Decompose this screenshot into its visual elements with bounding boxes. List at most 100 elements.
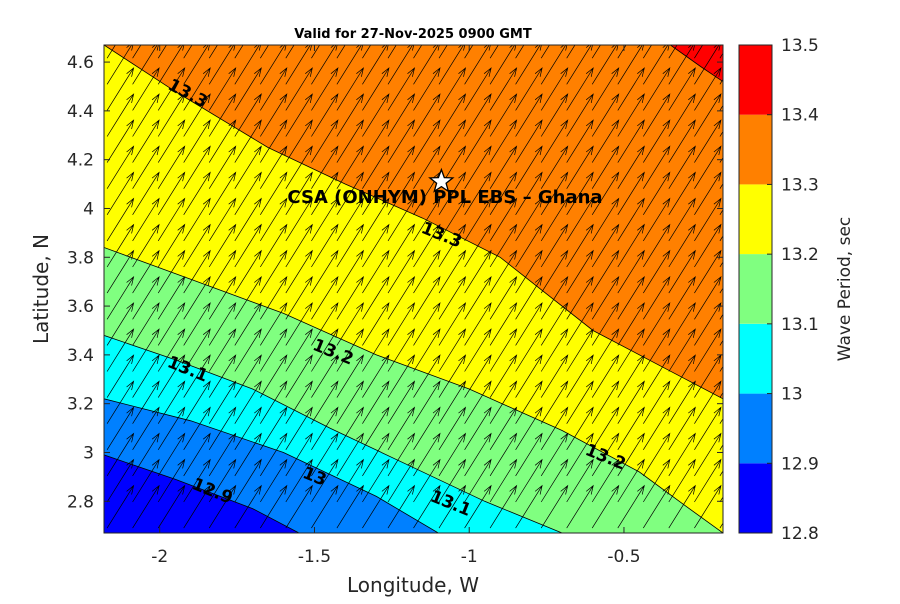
wave-arrow xyxy=(438,484,467,529)
wave-arrow xyxy=(208,328,237,372)
wave-arrow xyxy=(489,380,518,424)
wave-arrow xyxy=(515,119,543,163)
wave-arrow xyxy=(362,275,390,320)
wave-arrow xyxy=(643,223,671,268)
wave-arrow xyxy=(234,406,262,450)
wave-arrow xyxy=(336,249,364,294)
wave-arrow xyxy=(617,249,645,294)
wave-arrow xyxy=(694,249,722,294)
wave-arrow xyxy=(566,432,594,477)
wave-arrow xyxy=(668,275,696,320)
wave-arrow xyxy=(387,406,416,450)
wave-arrow xyxy=(106,380,135,424)
wave-arrow xyxy=(617,119,645,163)
wave-arrow xyxy=(566,275,594,320)
wave-arrow xyxy=(591,145,620,189)
wave-arrow xyxy=(643,275,671,320)
wave-arrow xyxy=(285,145,313,189)
wave-arrow xyxy=(464,45,491,85)
wave-arrow xyxy=(132,458,160,503)
wave-arrow xyxy=(591,171,620,215)
wave-arrow xyxy=(183,354,211,398)
y-tick-label: 3.8 xyxy=(67,248,94,268)
wave-arrow xyxy=(515,145,543,189)
wave-arrow xyxy=(106,119,135,163)
wave-arrow xyxy=(668,249,696,294)
wave-arrow xyxy=(132,171,160,215)
wave-arrow xyxy=(540,171,569,215)
wave-arrow xyxy=(285,328,313,372)
wave-arrow xyxy=(336,45,364,85)
wave-arrow xyxy=(106,45,134,85)
wave-arrow xyxy=(208,197,237,242)
wave-arrow xyxy=(183,171,211,215)
wave-arrow xyxy=(668,197,696,242)
wave-arrow xyxy=(311,223,339,268)
wave-arrow xyxy=(566,93,594,137)
wave-arrow xyxy=(336,171,364,215)
x-tick-label: -2 xyxy=(151,547,168,567)
wave-arrow xyxy=(260,171,288,215)
wave-arrow xyxy=(464,275,492,320)
wave-arrow xyxy=(489,45,499,59)
wave-arrow xyxy=(387,275,416,320)
wave-arrow xyxy=(285,458,313,503)
wave-arrow xyxy=(285,302,313,346)
star-icon xyxy=(428,167,455,193)
wave-arrow xyxy=(311,458,339,503)
wave-arrow xyxy=(413,119,441,163)
wave-arrow xyxy=(489,223,518,268)
wave-arrow xyxy=(285,484,313,529)
wave-arrow xyxy=(643,119,671,163)
wave-arrow xyxy=(285,406,313,450)
wave-arrow xyxy=(413,45,423,59)
wave-arrow xyxy=(515,380,543,424)
wave-arrow xyxy=(694,302,722,346)
wave-arrow xyxy=(106,223,135,268)
wave-arrow xyxy=(464,380,492,424)
wave-arrow xyxy=(311,406,339,450)
wave-arrow xyxy=(515,197,543,242)
wave-arrow xyxy=(694,45,721,85)
wave-arrow xyxy=(591,119,620,163)
wave-arrow xyxy=(566,328,594,372)
wave-arrow xyxy=(515,432,543,477)
wave-arrow xyxy=(336,119,364,163)
wave-arrow xyxy=(311,145,339,189)
wave-arrow xyxy=(668,380,696,424)
wave-arrow xyxy=(336,354,364,398)
contour-fills xyxy=(104,45,723,533)
wave-arrow xyxy=(285,249,313,294)
wave-arrow xyxy=(489,119,518,163)
y-tick-label: 3.6 xyxy=(67,297,94,317)
wave-arrow xyxy=(208,406,237,450)
wave-arrow xyxy=(413,380,441,424)
wave-arrow xyxy=(643,197,671,242)
wave-arrow xyxy=(668,45,695,85)
wave-arrow xyxy=(540,45,550,59)
wave-arrow xyxy=(132,406,160,450)
wave-arrow xyxy=(591,67,620,111)
wave-arrow xyxy=(540,145,569,189)
wave-arrow xyxy=(668,171,696,215)
x-axis: -2 -1.5 -1 -0.5 xyxy=(151,45,641,567)
colorbar-band xyxy=(739,393,772,464)
wave-arrow xyxy=(336,458,364,503)
wave-arrow xyxy=(311,302,339,346)
wave-arrow xyxy=(336,302,364,346)
wave-arrow xyxy=(643,145,671,189)
wave-arrow xyxy=(208,302,237,346)
wave-arrow xyxy=(438,171,467,215)
wave-arrow xyxy=(694,197,722,242)
wave-arrow xyxy=(643,67,671,111)
wave-arrow xyxy=(643,380,671,424)
wave-arrow xyxy=(643,484,671,529)
wave-arrow xyxy=(464,354,492,398)
wave-arrow xyxy=(694,119,722,163)
wave-arrow xyxy=(438,249,467,294)
wave-arrow xyxy=(540,93,569,137)
wave-arrow xyxy=(183,458,211,503)
wave-arrow xyxy=(183,67,211,111)
wave-arrow xyxy=(157,354,186,398)
